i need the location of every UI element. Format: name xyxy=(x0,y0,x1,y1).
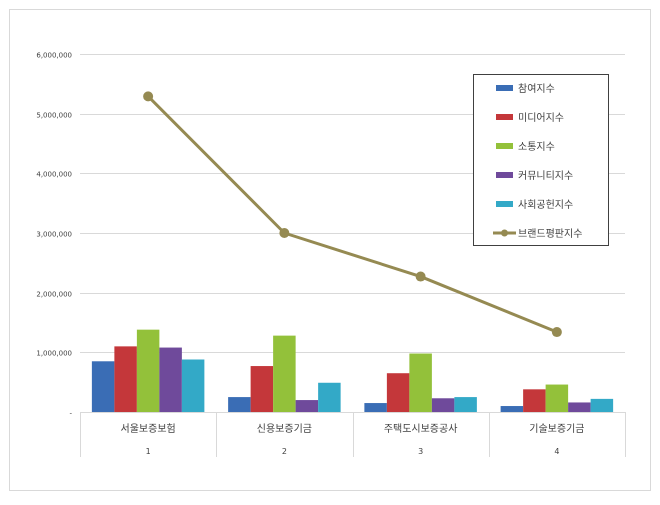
bar-참여지수 xyxy=(91,361,115,412)
bar-커뮤니티지수 xyxy=(159,347,182,412)
legend-label: 소통지수 xyxy=(518,141,555,153)
y-tick-label: 1,000,000 xyxy=(36,350,72,358)
bar-series xyxy=(91,329,614,412)
bar-미디어지수 xyxy=(386,373,410,412)
x-category-label: 신용보증기금 xyxy=(257,423,312,435)
legend-swatch-미디어지수 xyxy=(496,114,513,120)
x-category-index: 3 xyxy=(418,447,423,456)
bar-사회공헌지수 xyxy=(590,398,614,412)
bar-커뮤니티지수 xyxy=(431,398,455,412)
legend-label: 미디어지수 xyxy=(518,112,564,124)
bar-미디어지수 xyxy=(250,366,274,412)
bar-사회공헌지수 xyxy=(181,359,205,412)
bar-참여지수 xyxy=(500,406,524,412)
x-category-index: 2 xyxy=(282,447,287,456)
bar-사회공헌지수 xyxy=(318,382,341,412)
x-category-index: 4 xyxy=(554,447,559,456)
legend-box xyxy=(473,74,609,246)
legend-label: 브랜드평판지수 xyxy=(518,228,582,240)
x-category-label: 서울보증보험 xyxy=(121,423,176,435)
bar-소통지수 xyxy=(136,329,160,412)
x-category-index: 1 xyxy=(146,447,151,456)
x-category-label: 기술보증기금 xyxy=(529,423,584,435)
legend-label: 참여지수 xyxy=(518,83,555,95)
point-브랜드평판지수 xyxy=(143,91,154,102)
legend-swatch-커뮤니티지수 xyxy=(496,172,513,178)
bar-참여지수 xyxy=(228,397,251,412)
y-tick-label: 2,000,000 xyxy=(36,291,72,299)
y-tick-label: 6,000,000 xyxy=(36,52,72,60)
point-브랜드평판지수 xyxy=(279,228,290,238)
bar-미디어지수 xyxy=(523,389,546,412)
y-tick-label: 4,000,000 xyxy=(36,171,72,179)
bar-참여지수 xyxy=(364,403,387,412)
bar-커뮤니티지수 xyxy=(568,402,591,412)
y-tick-label: 5,000,000 xyxy=(36,112,72,120)
x-axis: 서울보증보험 1 신용보증기금 2 주택도시보증공사 3 기술보증기금 4 xyxy=(80,412,626,457)
y-axis: - 1,000,000 2,000,000 3,000,000 4,000,000 5,0… xyxy=(36,52,72,418)
legend-swatch-소통지수 xyxy=(496,143,513,149)
legend-swatch-사회공헌지수 xyxy=(496,201,513,207)
point-브랜드평판지수 xyxy=(551,327,562,338)
legend-label: 사회공헌지수 xyxy=(518,199,573,211)
bar-미디어지수 xyxy=(114,346,137,412)
bar-커뮤니티지수 xyxy=(295,400,319,412)
legend-swatch-참여지수 xyxy=(496,85,513,91)
y-tick-label: - xyxy=(69,410,72,418)
line-브랜드평판지수 xyxy=(147,95,558,334)
y-tick-label: 3,000,000 xyxy=(36,231,72,239)
bar-소통지수 xyxy=(273,335,296,412)
x-category-label: 주택도시보증공사 xyxy=(384,423,458,435)
bar-소통지수 xyxy=(545,384,569,412)
line-series xyxy=(143,91,562,338)
legend-marker-브랜드평판지수 xyxy=(501,229,508,237)
bar-소통지수 xyxy=(409,353,432,412)
bar-사회공헌지수 xyxy=(454,397,477,412)
legend-label: 커뮤니티지수 xyxy=(518,170,573,182)
point-브랜드평판지수 xyxy=(415,271,426,282)
